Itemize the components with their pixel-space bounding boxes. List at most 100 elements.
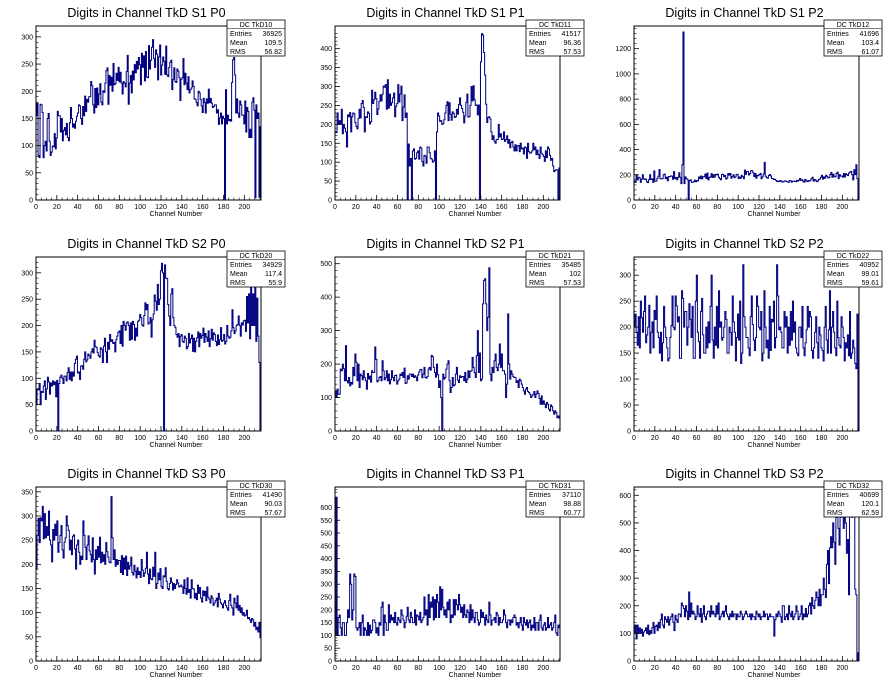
x-tick-label: 40 — [672, 665, 680, 672]
stats-label: Mean — [827, 501, 845, 508]
stats-name: DC TkD10 — [240, 22, 273, 29]
y-tick-label: 0 — [29, 198, 33, 205]
chart-title: Digits in Channel TkD S3 P0 — [67, 467, 225, 481]
histogram-series — [634, 494, 859, 662]
x-tick-label: 20 — [53, 665, 61, 672]
y-tick-label: 550 — [320, 518, 332, 525]
stats-value: 60.77 — [563, 510, 581, 517]
y-tick-label: 0 — [328, 429, 332, 436]
x-tick-label: 40 — [74, 204, 82, 211]
chart-title: Digits in Channel TkD S2 P2 — [665, 237, 823, 251]
x-tick-label: 140 — [475, 204, 487, 211]
x-axis-label: Channel Number — [449, 211, 503, 218]
stats-label: RMS — [827, 49, 843, 56]
y-tick-label: 50 — [324, 646, 332, 653]
x-tick-label: 180 — [218, 204, 230, 211]
x-tick-label: 180 — [218, 665, 230, 672]
x-tick-label: 60 — [693, 204, 701, 211]
x-tick-label: 100 — [134, 435, 146, 442]
stats-value: 41696 — [860, 31, 880, 38]
y-tick-label: 100 — [320, 633, 332, 640]
stats-value: 36925 — [263, 31, 283, 38]
y-tick-label: 400 — [320, 46, 332, 53]
histogram-series — [634, 31, 859, 201]
x-tick-label: 120 — [155, 204, 167, 211]
y-tick-label: 50 — [25, 634, 33, 641]
chart-title: Digits in Channel TkD S1 P1 — [366, 6, 524, 20]
stats-value: 41490 — [263, 492, 283, 499]
x-tick-label: 60 — [95, 204, 103, 211]
x-tick-label: 140 — [774, 204, 786, 211]
x-tick-label: 180 — [517, 665, 529, 672]
y-tick-label: 100 — [21, 143, 33, 150]
y-tick-label: 250 — [21, 538, 33, 545]
x-tick-label: 80 — [713, 665, 721, 672]
stats-name: DC TkD12 — [837, 22, 870, 29]
y-tick-label: 200 — [320, 362, 332, 369]
x-axis-label: Channel Number — [150, 672, 204, 679]
y-tick-label: 250 — [21, 297, 33, 304]
x-tick-label: 20 — [53, 204, 61, 211]
stats-label: RMS — [230, 280, 246, 287]
x-axis-label: Channel Number — [449, 672, 503, 679]
stats-value: 34929 — [263, 262, 283, 269]
x-tick-label: 140 — [774, 435, 786, 442]
y-tick-label: 400 — [320, 295, 332, 302]
y-tick-label: 300 — [21, 514, 33, 521]
stats-label: Mean — [230, 40, 248, 47]
y-tick-label: 600 — [619, 122, 631, 129]
y-tick-label: 200 — [21, 323, 33, 330]
x-tick-label: 180 — [816, 435, 828, 442]
stats-label: Entries — [827, 31, 849, 38]
x-tick-label: 140 — [176, 204, 188, 211]
x-tick-label: 0 — [34, 435, 38, 442]
stats-box-frame — [525, 250, 585, 288]
stats-label: Entries — [827, 492, 849, 499]
chart-title: Digits in Channel TkD S1 P2 — [665, 6, 823, 20]
y-tick-label: 150 — [21, 586, 33, 593]
x-tick-label: 60 — [693, 435, 701, 442]
x-axis-label: Channel Number — [150, 211, 204, 218]
x-tick-label: 80 — [115, 204, 123, 211]
stats-value: 120.1 — [861, 501, 879, 508]
y-tick-label: 400 — [619, 548, 631, 555]
x-tick-label: 80 — [713, 435, 721, 442]
histogram-panel: Digits in Channel TkD S2 P2 0 20 40 60 80 100 1… — [619, 237, 883, 449]
y-tick-label: 200 — [619, 603, 631, 610]
x-tick-label: 160 — [496, 204, 508, 211]
stats-label: RMS — [827, 510, 843, 517]
stats-label: Entries — [230, 492, 252, 499]
x-tick-label: 100 — [134, 665, 146, 672]
x-tick-label: 20 — [352, 665, 360, 672]
y-tick-label: 350 — [320, 65, 332, 72]
x-tick-label: 100 — [433, 435, 445, 442]
x-tick-label: 60 — [394, 665, 402, 672]
x-tick-label: 80 — [713, 204, 721, 211]
x-tick-label: 100 — [134, 204, 146, 211]
stats-value: 40699 — [860, 492, 880, 499]
x-tick-label: 40 — [74, 435, 82, 442]
stats-label: Entries — [529, 492, 551, 499]
y-tick-label: 600 — [320, 505, 332, 512]
x-tick-label: 0 — [632, 204, 636, 211]
stats-box: DC TkD20 Entries 34929 Mean 117.4 RMS 55.9 — [226, 250, 286, 288]
y-tick-label: 0 — [29, 659, 33, 666]
stats-label: RMS — [529, 510, 545, 517]
x-tick-label: 0 — [333, 665, 337, 672]
stats-box-frame — [823, 19, 883, 57]
y-tick-label: 300 — [619, 576, 631, 583]
y-tick-label: 0 — [29, 429, 33, 436]
y-tick-label: 150 — [21, 349, 33, 356]
y-tick-label: 100 — [320, 160, 332, 167]
y-tick-label: 200 — [619, 325, 631, 332]
x-tick-label: 200 — [238, 204, 250, 211]
stats-box-frame — [823, 250, 883, 288]
x-tick-label: 200 — [537, 665, 549, 672]
stats-name: DC TkD22 — [837, 253, 870, 260]
y-tick-label: 500 — [320, 531, 332, 538]
stats-value: 96.36 — [563, 40, 581, 47]
x-tick-label: 60 — [693, 665, 701, 672]
x-tick-label: 60 — [95, 435, 103, 442]
stats-value: 57.53 — [563, 49, 581, 56]
x-tick-label: 60 — [394, 204, 402, 211]
